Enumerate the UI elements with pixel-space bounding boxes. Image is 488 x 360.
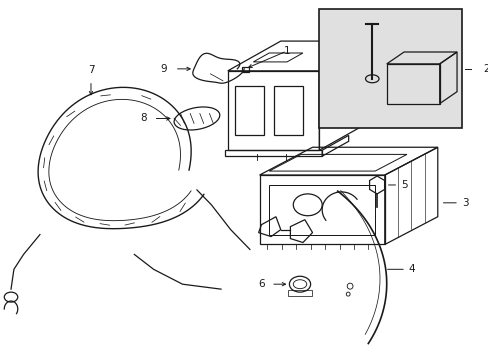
FancyBboxPatch shape — [319, 9, 461, 129]
Text: 6: 6 — [258, 279, 265, 289]
Text: 1: 1 — [283, 46, 290, 56]
Text: 5: 5 — [400, 180, 407, 190]
Text: 3: 3 — [461, 198, 468, 208]
Text: 8: 8 — [140, 113, 146, 123]
Text: 2: 2 — [482, 64, 488, 74]
Text: 7: 7 — [87, 65, 94, 75]
Text: 4: 4 — [408, 264, 415, 274]
Text: 9: 9 — [160, 64, 167, 74]
